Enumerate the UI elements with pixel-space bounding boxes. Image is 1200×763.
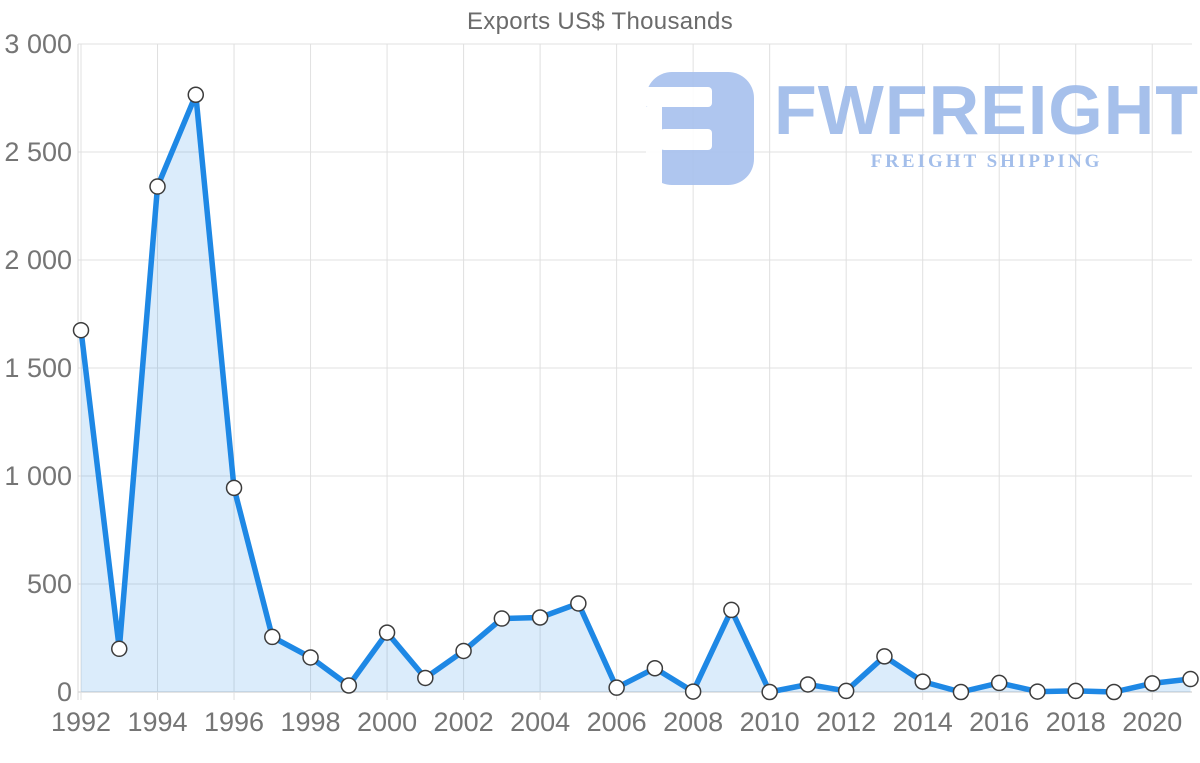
svg-text:2 000: 2 000	[4, 245, 72, 275]
svg-text:2006: 2006	[587, 707, 647, 737]
svg-text:1 500: 1 500	[4, 353, 72, 383]
svg-text:2002: 2002	[434, 707, 494, 737]
svg-text:2020: 2020	[1122, 707, 1182, 737]
svg-text:1996: 1996	[204, 707, 264, 737]
svg-text:0: 0	[57, 677, 72, 707]
svg-text:2000: 2000	[357, 707, 417, 737]
svg-text:1992: 1992	[51, 707, 111, 737]
svg-text:2004: 2004	[510, 707, 570, 737]
svg-text:1998: 1998	[281, 707, 341, 737]
svg-text:2008: 2008	[663, 707, 723, 737]
svg-text:2 500: 2 500	[4, 137, 72, 167]
svg-text:2012: 2012	[816, 707, 876, 737]
svg-text:2018: 2018	[1046, 707, 1106, 737]
svg-text:1 000: 1 000	[4, 461, 72, 491]
svg-text:2016: 2016	[969, 707, 1029, 737]
svg-text:500: 500	[27, 569, 72, 599]
svg-text:3 000: 3 000	[4, 29, 72, 59]
chart-title: Exports US$ Thousands	[467, 8, 733, 35]
svg-text:2014: 2014	[893, 707, 953, 737]
svg-text:2010: 2010	[740, 707, 800, 737]
svg-text:1994: 1994	[127, 707, 187, 737]
